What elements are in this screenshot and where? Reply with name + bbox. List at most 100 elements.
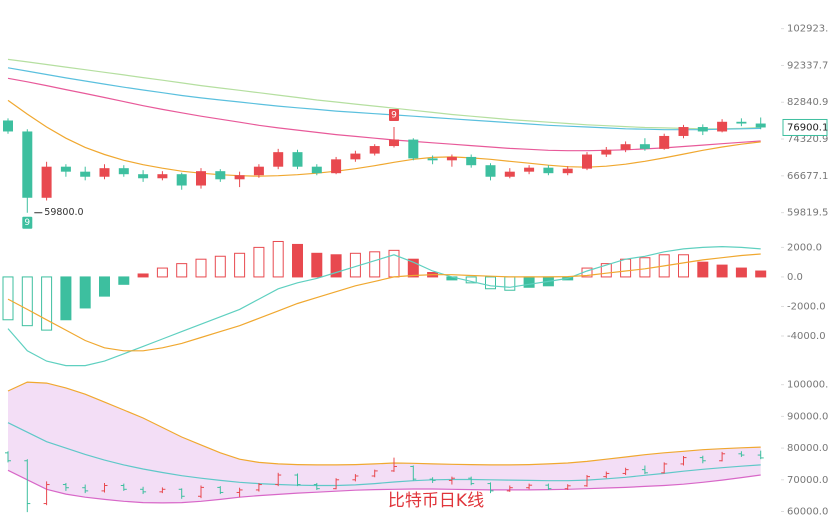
macd-bar (214, 255, 226, 278)
candle-body (176, 174, 187, 186)
candle-body (659, 135, 670, 149)
candle-body (620, 144, 631, 150)
y-tick-label: -4000.0 (787, 331, 826, 342)
line (7, 253, 761, 352)
line (7, 381, 761, 466)
signal-marker-label: 9 (391, 111, 397, 121)
candle-body (311, 166, 322, 174)
candle-body (41, 166, 52, 198)
candle-body (582, 154, 592, 169)
y-tick-label: 74320.9 (787, 134, 828, 145)
macd-bar (639, 257, 651, 278)
signal-marker (389, 109, 399, 122)
y-tick-label: 70000.0 (787, 475, 828, 486)
annotation-label: 59800.0 (44, 207, 83, 218)
y-tick-label: 66677.1 (787, 171, 828, 182)
macd-bar (21, 276, 33, 327)
y-tick-label: 100000.0 (787, 380, 829, 391)
y-tick-label: 2000.0 (787, 242, 822, 253)
macd-bar (176, 263, 188, 278)
candle-body (736, 121, 747, 124)
macd-bar (234, 252, 246, 278)
candle-body (408, 139, 419, 159)
candle-body (678, 127, 689, 136)
macd-bar (99, 276, 110, 297)
macd-bar (330, 254, 342, 278)
line (7, 77, 761, 152)
candle-body (466, 156, 477, 166)
candle-body (292, 152, 303, 167)
macd-bar (485, 276, 496, 290)
macd-bar (156, 267, 168, 278)
last-price-label: 76900.1 (787, 122, 828, 133)
macd-bar (195, 258, 207, 278)
macd-bar (2, 276, 14, 321)
macd-bar (697, 261, 709, 278)
y-tick-label: 59819.5 (787, 208, 828, 219)
candle-body (543, 167, 554, 174)
macd-bar (369, 251, 381, 278)
macd-bar (118, 276, 130, 285)
candle-body (755, 123, 766, 128)
macd-bar (79, 276, 91, 309)
line (7, 245, 761, 367)
y-tick-label: 102923.2 (787, 24, 829, 35)
candle-body (80, 171, 91, 177)
candle-body (331, 159, 342, 174)
candle-body (138, 174, 149, 179)
macd-bar (620, 258, 632, 278)
candle-body (427, 158, 438, 161)
y-tick-label: 80000.0 (787, 443, 828, 454)
candle-body (215, 171, 226, 180)
macd-bar (253, 246, 265, 278)
macd-bar (60, 276, 72, 321)
candle-body (485, 165, 496, 177)
line (7, 469, 761, 504)
y-tick-label: 82840.9 (787, 97, 828, 108)
candle-body (157, 174, 168, 179)
chart-caption: 比特币日K线 (388, 491, 484, 511)
candle-body (389, 139, 399, 147)
candle-body (562, 168, 573, 174)
macd-bar (716, 264, 728, 278)
macd-bar (678, 254, 689, 278)
candle-body (639, 144, 650, 149)
candle-body (118, 168, 129, 175)
y-tick-label: 60000.0 (787, 506, 828, 517)
line (7, 58, 761, 130)
line (7, 422, 761, 487)
candle-body (369, 146, 380, 154)
candle-body (22, 131, 33, 198)
last-price-box (782, 118, 828, 136)
y-tick-label: 0.0 (787, 272, 803, 283)
candle-body (3, 120, 13, 132)
candle-body (253, 166, 264, 176)
candle-body (504, 171, 515, 177)
macd-bar (292, 243, 303, 278)
signal-marker-label: 9 (24, 218, 30, 228)
candle-body (524, 167, 535, 172)
candle-body (601, 149, 612, 155)
candle-body (196, 171, 206, 186)
macd-bar (41, 276, 53, 331)
y-tick-label: 92337.7 (787, 60, 828, 71)
candle-body (60, 166, 71, 172)
signal-marker (22, 216, 33, 229)
candle-body (273, 152, 284, 167)
y-tick-label: -2000.0 (787, 301, 826, 312)
macd-bar (137, 273, 149, 278)
y-tick-label: 90000.0 (787, 411, 828, 422)
macd-bar (735, 267, 747, 278)
candle-body (234, 175, 245, 180)
line (7, 67, 761, 131)
macd-bar (504, 276, 516, 291)
band-fill (8, 382, 761, 503)
macd-bar (311, 252, 323, 278)
candle-body (697, 127, 708, 132)
candle-body (350, 153, 361, 160)
candle-body (99, 168, 110, 177)
macd-bar (272, 240, 284, 278)
candle-body (717, 121, 728, 132)
line (7, 99, 761, 177)
